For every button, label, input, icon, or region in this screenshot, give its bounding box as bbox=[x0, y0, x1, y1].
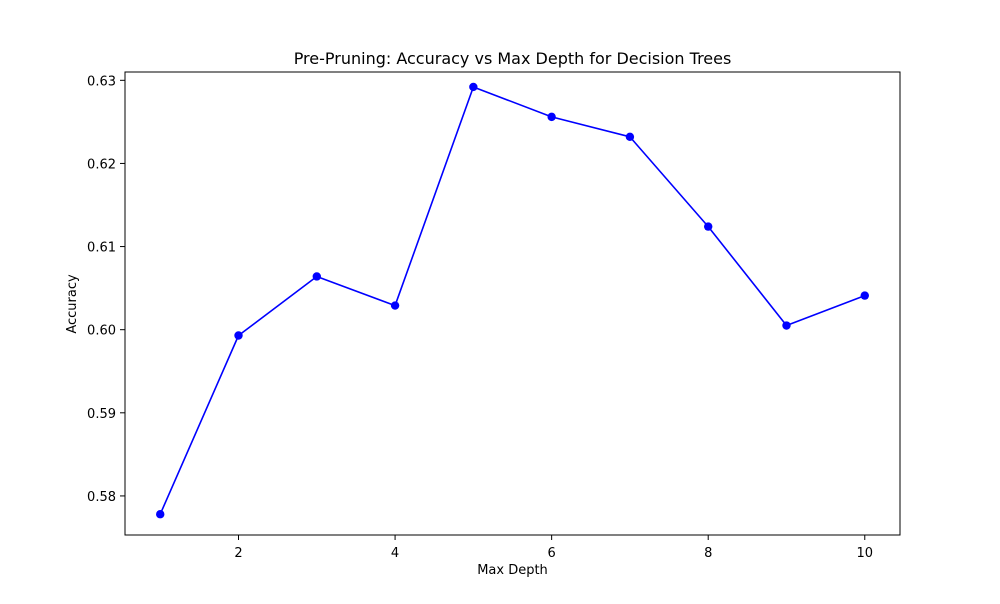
x-tick-label: 2 bbox=[234, 546, 242, 561]
x-tick-label: 4 bbox=[391, 546, 399, 561]
data-point bbox=[156, 510, 165, 519]
x-tick-label: 10 bbox=[856, 546, 873, 561]
y-tick-label: 0.60 bbox=[87, 324, 116, 339]
series-line bbox=[159, 86, 866, 515]
y-tick-label: 0.63 bbox=[87, 74, 116, 89]
data-point bbox=[469, 82, 478, 92]
y-axis-label: Accuracy bbox=[65, 274, 80, 334]
x-axis-ticks: 2 4 6 8 10 bbox=[234, 535, 873, 561]
data-point bbox=[625, 132, 635, 142]
chart-title: Pre-Pruning: Accuracy vs Max Depth for D… bbox=[294, 49, 732, 68]
data-point bbox=[782, 321, 791, 330]
data-point bbox=[234, 331, 243, 340]
data-point bbox=[704, 222, 713, 231]
data-point bbox=[390, 301, 400, 310]
y-axis-ticks: 0.58 0.59 0.60 0.61 0.62 0.63 bbox=[87, 74, 125, 505]
data-point bbox=[547, 112, 556, 122]
data-point bbox=[312, 272, 321, 281]
series-layer bbox=[156, 82, 869, 519]
y-tick-label: 0.62 bbox=[87, 157, 116, 172]
x-tick-label: 6 bbox=[548, 546, 556, 561]
plot-area-frame bbox=[124, 71, 901, 536]
y-tick-label: 0.59 bbox=[87, 407, 116, 422]
y-tick-label: 0.61 bbox=[87, 241, 116, 256]
x-axis-label: Max Depth bbox=[477, 563, 548, 578]
data-point bbox=[860, 291, 869, 300]
x-tick-label: 8 bbox=[704, 546, 712, 561]
y-tick-label: 0.58 bbox=[87, 490, 116, 505]
